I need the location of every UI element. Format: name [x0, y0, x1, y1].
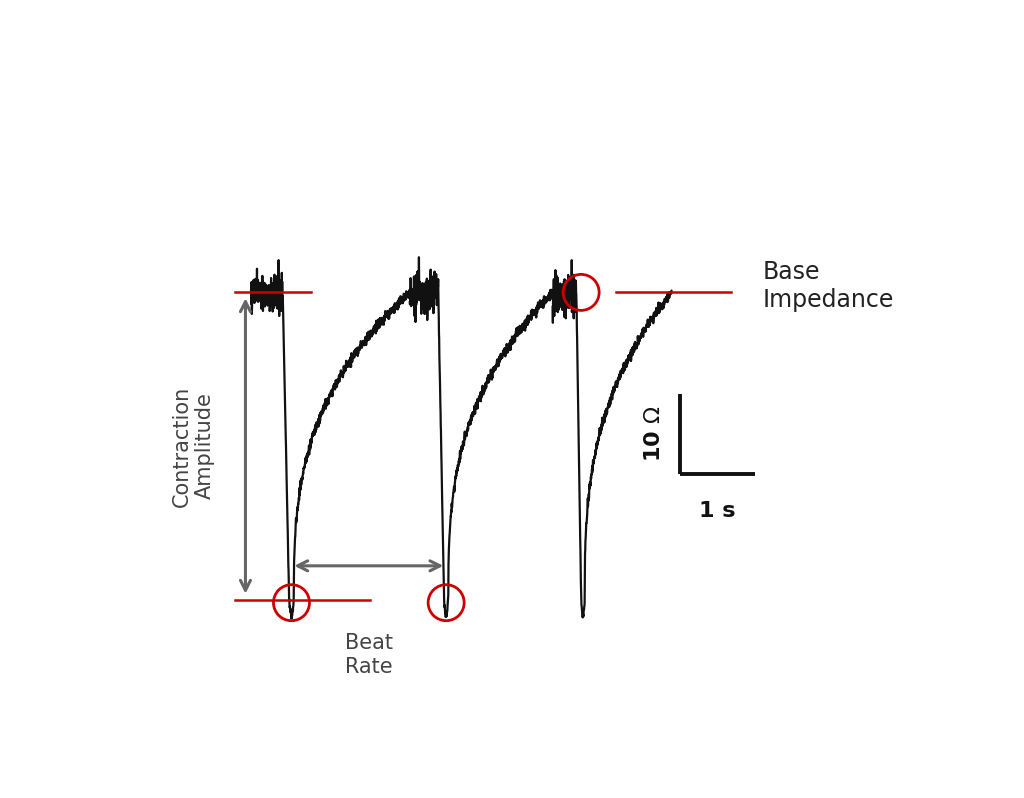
Text: 10 $\Omega$: 10 $\Omega$ [644, 405, 665, 462]
Text: Beat
Rate: Beat Rate [345, 634, 393, 677]
Text: 1 s: 1 s [699, 501, 735, 521]
Text: Base
Impedance: Base Impedance [763, 260, 894, 312]
Text: Contraction
Amplitude: Contraction Amplitude [171, 385, 215, 507]
